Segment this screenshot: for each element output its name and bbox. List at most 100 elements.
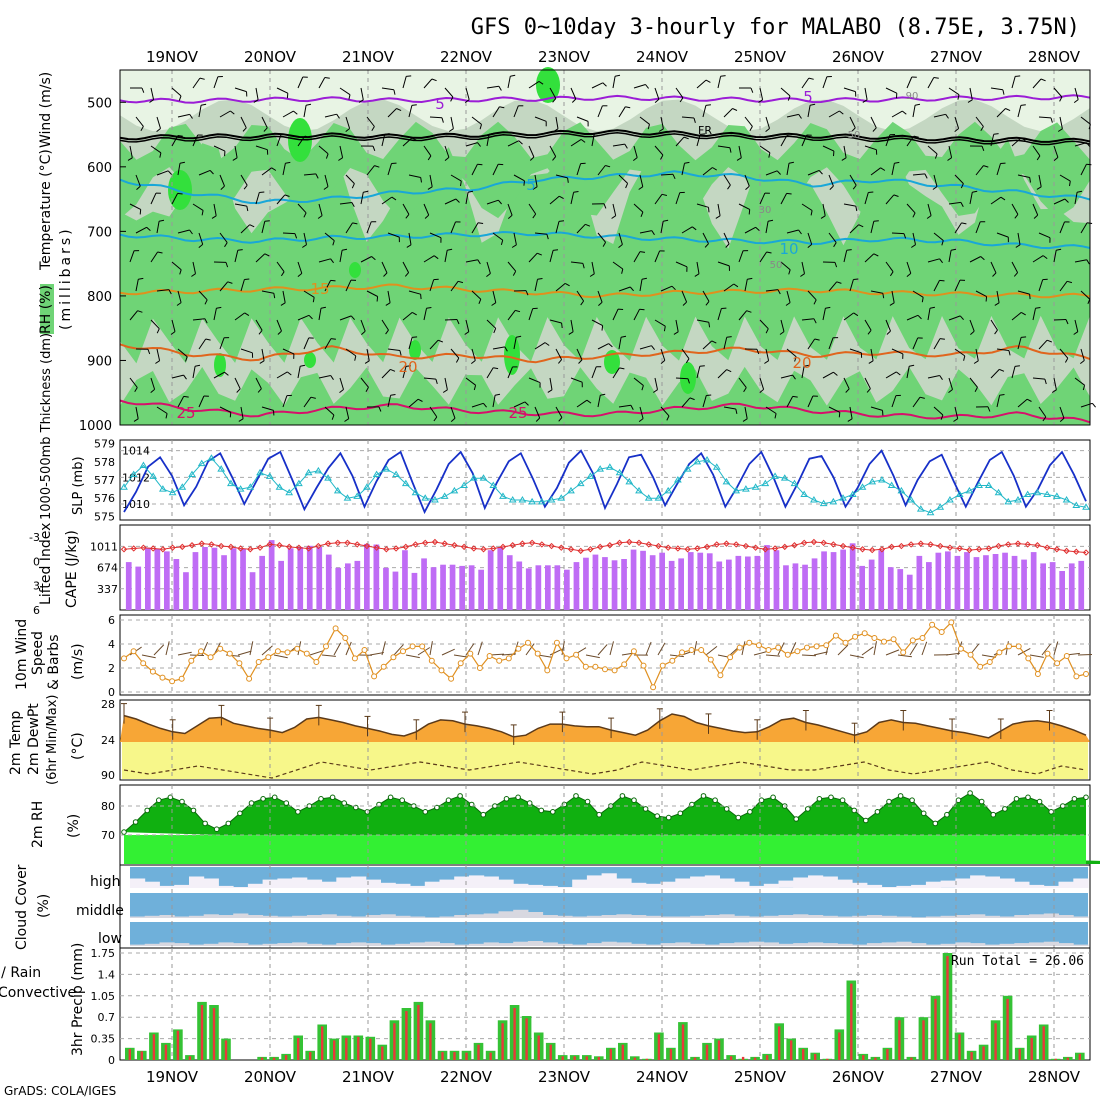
wind-barb-flag bbox=[939, 279, 945, 282]
wind-barb bbox=[240, 174, 248, 186]
rh2m-marker bbox=[121, 829, 127, 835]
cloud-low-bar bbox=[778, 943, 794, 946]
wind-barb-flag bbox=[578, 359, 583, 364]
thickness-marker bbox=[916, 505, 925, 512]
thickness-marker bbox=[897, 486, 906, 494]
thickness-marker bbox=[460, 481, 468, 488]
wind-barb-flag bbox=[625, 183, 629, 189]
thickness-marker bbox=[236, 485, 245, 492]
wind-barb-flag bbox=[479, 124, 482, 130]
wind-barb-flag bbox=[227, 281, 233, 284]
wind-barb-flag bbox=[689, 397, 695, 401]
wind-barb-flag bbox=[906, 273, 912, 277]
top-date-labels: 19NOV 20NOV 21NOV 22NOV 23NOV 24NOV 25NOV 26NOV… bbox=[146, 48, 1081, 66]
wind-barb-flag bbox=[195, 364, 201, 367]
precip-convective-bar bbox=[405, 1011, 408, 1060]
wind-barb bbox=[402, 366, 407, 379]
wind10m-marker bbox=[900, 649, 907, 656]
cloud-low-bar bbox=[940, 943, 956, 946]
thickness-marker bbox=[926, 508, 935, 516]
cape-bar bbox=[564, 569, 570, 610]
wind-barb-flag bbox=[141, 87, 145, 93]
cloud-low-bar bbox=[719, 943, 735, 946]
wind-barb-flag bbox=[457, 280, 464, 284]
wind-barb-flag bbox=[708, 322, 711, 328]
thickness-marker bbox=[518, 496, 527, 503]
rh-bright-spot bbox=[536, 67, 560, 103]
cape-bar bbox=[306, 545, 313, 610]
lifted-tick-label: 3 bbox=[33, 580, 40, 593]
cape-bar bbox=[249, 572, 256, 610]
rh2m-marker bbox=[213, 826, 220, 833]
cloud-middle-bar bbox=[292, 915, 308, 919]
wind10m-barb bbox=[705, 646, 718, 656]
wind-barb bbox=[570, 138, 582, 147]
wind-barb bbox=[807, 290, 817, 301]
wind-barb bbox=[192, 134, 199, 147]
lifted-index-marker bbox=[548, 542, 555, 550]
wind-barb-flag bbox=[953, 418, 958, 422]
precip-tick-label: 0.7 bbox=[98, 1011, 116, 1024]
wind-barb bbox=[912, 396, 921, 408]
wind-barb bbox=[528, 308, 534, 321]
wind-barb bbox=[696, 319, 709, 323]
cloud-middle-bar bbox=[439, 916, 455, 918]
wind10m-marker bbox=[457, 660, 464, 667]
rh2m-marker bbox=[144, 807, 150, 814]
wind-barb-flag bbox=[903, 233, 907, 239]
wind-barb bbox=[849, 116, 856, 129]
cloud-low-bar bbox=[1073, 944, 1089, 946]
wind-barb bbox=[1038, 339, 1048, 350]
wind-barb bbox=[681, 163, 685, 176]
wind-barb bbox=[780, 374, 793, 379]
wind-barb bbox=[366, 221, 372, 234]
wind-barb bbox=[492, 290, 497, 303]
wind10m-marker bbox=[582, 663, 589, 670]
precip-convective-bar bbox=[838, 1032, 841, 1060]
wind-barb-flag bbox=[960, 202, 964, 208]
wind-barb bbox=[954, 222, 962, 234]
wind-barb-flag bbox=[833, 371, 838, 376]
precip-convective-bar bbox=[357, 1036, 360, 1060]
wind-barb bbox=[1038, 116, 1052, 119]
wind-barb-flag bbox=[786, 192, 792, 195]
wind-barb-flag bbox=[929, 306, 936, 309]
thickness-marker bbox=[499, 492, 507, 499]
wind10m-marker bbox=[159, 674, 166, 681]
wind-barb bbox=[1011, 137, 1022, 147]
wind-barb-flag bbox=[777, 289, 781, 295]
cloud-low-bar bbox=[911, 943, 927, 946]
lifted-index-marker bbox=[917, 540, 925, 547]
cape-bar bbox=[668, 560, 675, 610]
wind-barb bbox=[471, 348, 476, 361]
lifted-index-marker bbox=[519, 540, 526, 547]
wind-barb bbox=[1011, 312, 1022, 321]
wind-barb bbox=[654, 377, 658, 390]
rh2m-marker bbox=[329, 794, 336, 801]
cloud-low-bar bbox=[513, 941, 529, 946]
wind-barb bbox=[1059, 221, 1065, 234]
lifted-index-marker bbox=[616, 539, 623, 547]
precip-convective-bar bbox=[429, 1023, 432, 1060]
cloud-middle-bar bbox=[189, 915, 205, 919]
wind-barb-flag bbox=[350, 315, 355, 321]
wind10m-marker bbox=[217, 645, 224, 652]
wind-barb bbox=[1080, 222, 1088, 234]
wind-barb-flag bbox=[134, 387, 138, 393]
cloud-low-bar bbox=[439, 943, 455, 946]
cloud-middle-bar bbox=[911, 917, 927, 919]
wind-barb-flag bbox=[624, 143, 628, 149]
wind-barb-flag bbox=[417, 398, 423, 402]
wind-barb bbox=[969, 192, 973, 205]
wind-barb-flag bbox=[351, 183, 355, 189]
cloud-low-bar bbox=[365, 943, 381, 946]
wind-barb bbox=[513, 337, 517, 350]
wind-barb-flag bbox=[999, 368, 1005, 372]
temp2m-ylabel-3: (6hr Min/Max) bbox=[45, 695, 60, 785]
wind-barb bbox=[534, 279, 538, 292]
cloud-middle-bar bbox=[940, 915, 956, 919]
precip-convective-bar bbox=[260, 1057, 264, 1060]
bottom-date-label: 26NOV bbox=[832, 1068, 885, 1086]
wind-barb bbox=[828, 337, 834, 350]
wind-barb-flag bbox=[967, 99, 973, 103]
